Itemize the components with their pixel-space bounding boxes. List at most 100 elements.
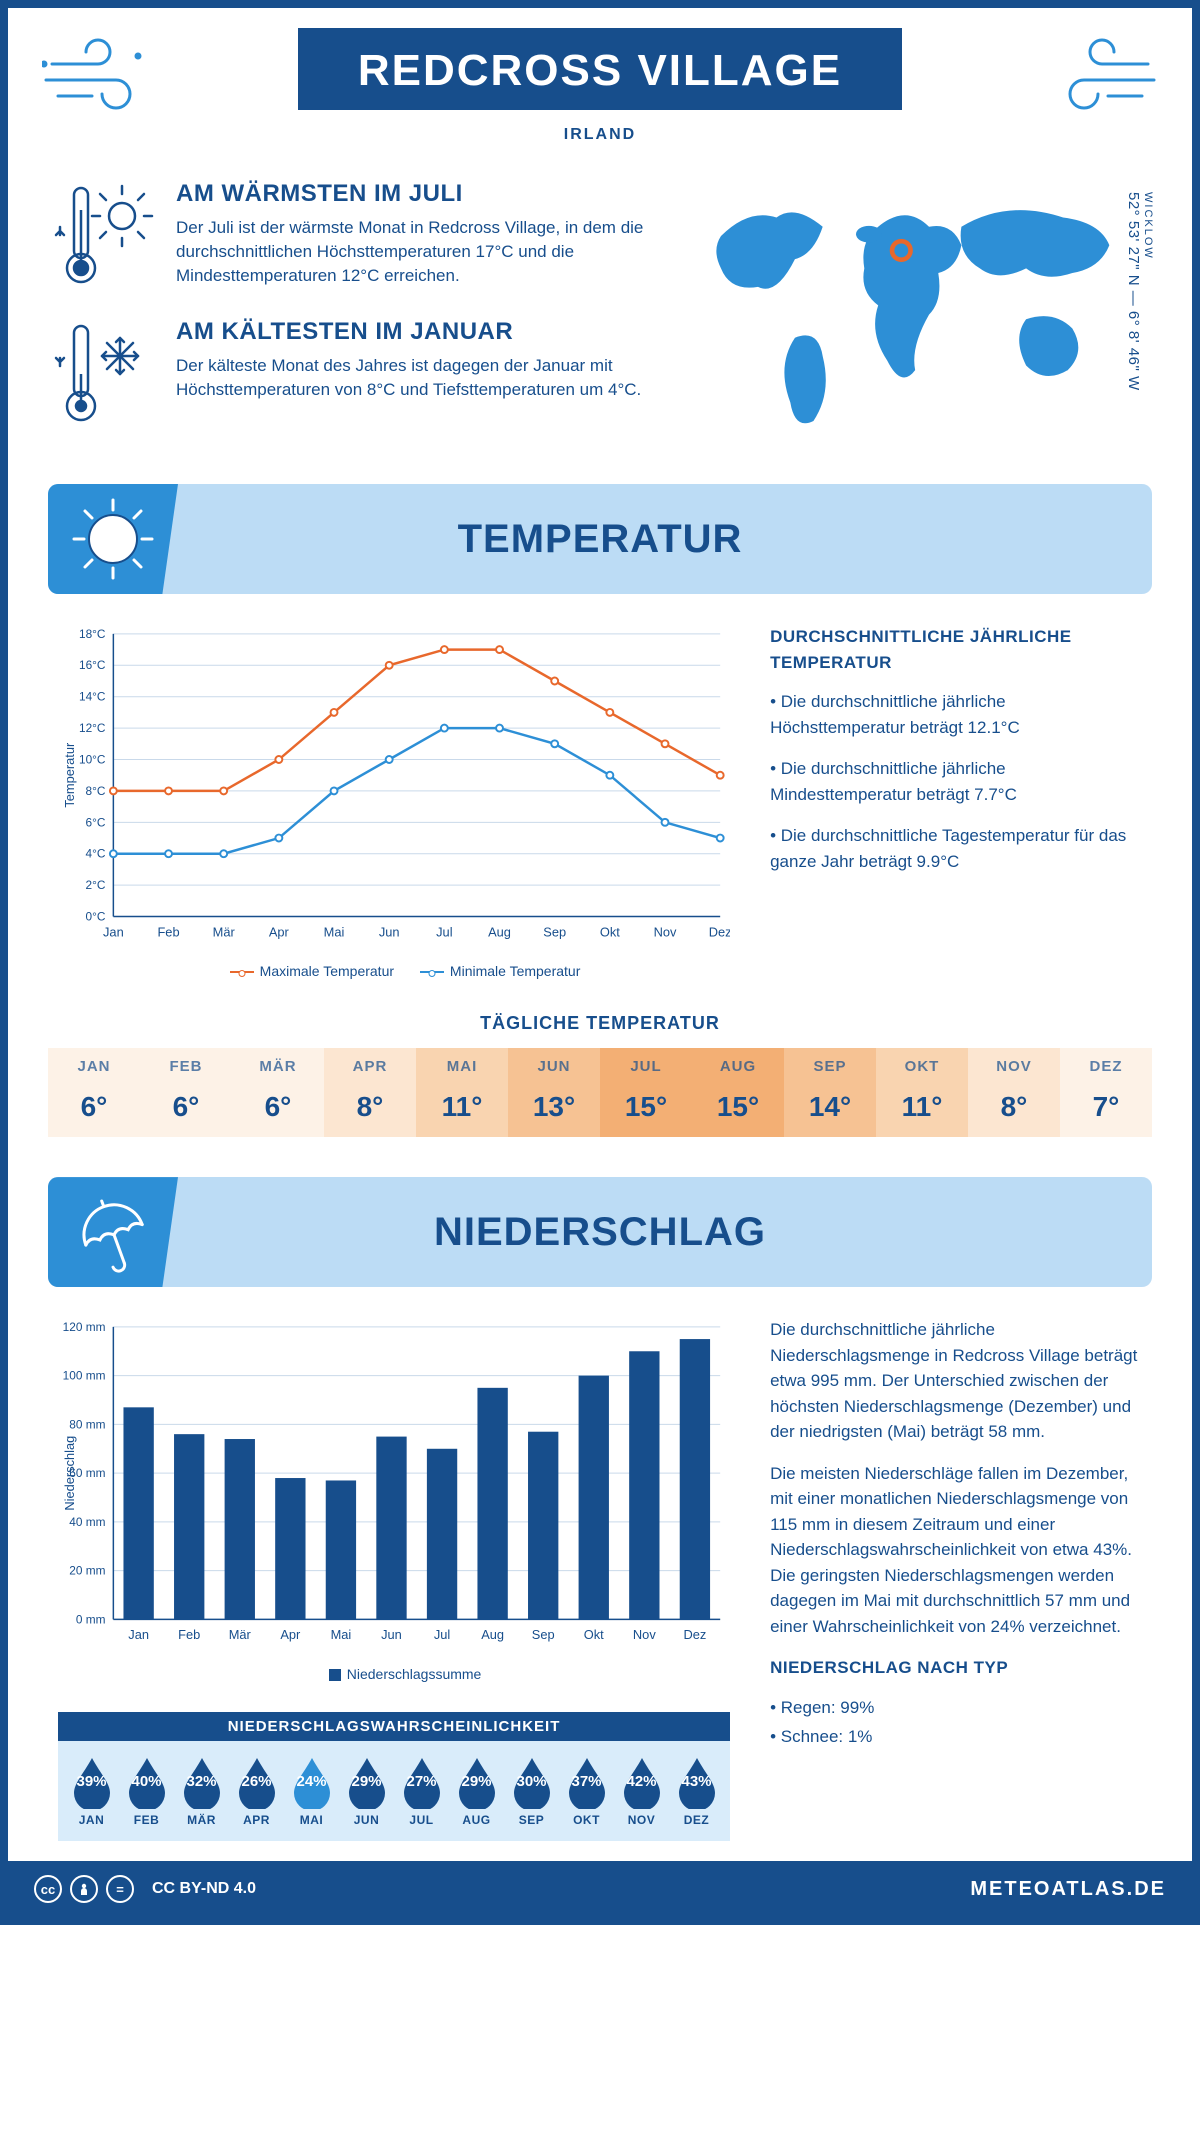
probability-cell: 29% JUN: [339, 1755, 394, 1827]
daily-temp-cell: MÄR6°: [232, 1048, 324, 1137]
thermometer-snow-icon: [54, 318, 154, 428]
fact-cold-title: AM KÄLTESTEN IM JANUAR: [176, 318, 644, 346]
infographic-frame: REDCROSS VILLAGE IRLAND: [0, 0, 1200, 1925]
svg-text:8°C: 8°C: [86, 784, 106, 798]
svg-text:20 mm: 20 mm: [69, 1564, 105, 1578]
svg-text:Okt: Okt: [584, 1627, 604, 1642]
probability-cell: 30% SEP: [504, 1755, 559, 1827]
svg-text:Mai: Mai: [324, 924, 345, 939]
precip-content: 0 mm20 mm40 mm60 mm80 mm100 mm120 mmJanF…: [8, 1317, 1192, 1861]
svg-text:Feb: Feb: [157, 924, 179, 939]
site-brand: METEOATLAS.DE: [970, 1878, 1166, 1901]
fact-coldest: AM KÄLTESTEN IM JANUAR Der kälteste Mona…: [54, 318, 644, 428]
svg-text:40 mm: 40 mm: [69, 1515, 105, 1529]
svg-text:Jun: Jun: [381, 1627, 402, 1642]
raindrop-icon: 26%: [235, 1755, 279, 1809]
license-badges: cc = CC BY-ND 4.0: [34, 1875, 256, 1903]
raindrop-icon: 32%: [180, 1755, 224, 1809]
svg-text:Temperatur: Temperatur: [62, 742, 77, 808]
svg-text:Mai: Mai: [331, 1627, 352, 1642]
country-label: IRLAND: [8, 126, 1192, 144]
fact-cold-body: Der kälteste Monat des Jahres ist dagege…: [176, 354, 644, 402]
svg-text:Mär: Mär: [213, 924, 236, 939]
umbrella-icon: [48, 1177, 178, 1287]
raindrop-icon: 29%: [345, 1755, 389, 1809]
svg-text:10°C: 10°C: [79, 752, 106, 766]
probability-cell: 39% JAN: [64, 1755, 119, 1827]
probability-cell: 32% MÄR: [174, 1755, 229, 1827]
raindrop-icon: 24%: [290, 1755, 334, 1809]
svg-text:Feb: Feb: [178, 1627, 200, 1642]
temperature-line-chart: 2°C4°C6°C8°C10°C12°C14°C16°C18°C0°CJanFe…: [58, 624, 730, 950]
svg-text:Aug: Aug: [481, 1627, 504, 1642]
svg-text:18°C: 18°C: [79, 627, 106, 641]
daily-temp-cell: JUL15°: [600, 1048, 692, 1137]
raindrop-icon: 43%: [675, 1755, 719, 1809]
svg-text:Dez: Dez: [683, 1627, 706, 1642]
raindrop-icon: 27%: [400, 1755, 444, 1809]
daily-temp-cell: MAI11°: [416, 1048, 508, 1137]
header: REDCROSS VILLAGE IRLAND: [8, 8, 1192, 154]
cc-icon: cc: [34, 1875, 62, 1903]
svg-text:14°C: 14°C: [79, 690, 106, 704]
page-title: REDCROSS VILLAGE: [298, 28, 902, 110]
raindrop-icon: 40%: [125, 1755, 169, 1809]
top-row: AM WÄRMSTEN IM JULI Der Juli ist der wär…: [8, 154, 1192, 466]
raindrop-icon: 37%: [565, 1755, 609, 1809]
section-precip: NIEDERSCHLAG: [48, 1177, 1152, 1287]
probability-cell: 24% MAI: [284, 1755, 339, 1827]
probability-cell: 29% AUG: [449, 1755, 504, 1827]
raindrop-icon: 29%: [455, 1755, 499, 1809]
fact-warm-body: Der Juli ist der wärmste Monat in Redcro…: [176, 216, 644, 287]
svg-text:Dez: Dez: [709, 924, 730, 939]
temperature-content: 2°C4°C6°C8°C10°C12°C14°C16°C18°C0°CJanFe…: [8, 624, 1192, 999]
wind-icon: [42, 36, 152, 121]
probability-strip: NIEDERSCHLAGSWAHRSCHEINLICHKEIT 39% JAN …: [58, 1712, 730, 1841]
svg-text:Apr: Apr: [280, 1627, 301, 1642]
probability-cell: 37% OKT: [559, 1755, 614, 1827]
probability-cell: 40% FEB: [119, 1755, 174, 1827]
daily-temp-heading: TÄGLICHE TEMPERATUR: [8, 1013, 1192, 1034]
precip-type: • Regen: 99%: [770, 1695, 1142, 1721]
precip-summary: Die durchschnittliche jährliche Niedersc…: [770, 1317, 1142, 1841]
raindrop-icon: 30%: [510, 1755, 554, 1809]
sun-icon: [48, 484, 178, 594]
temp-bullet: • Die durchschnittliche Tagestemperatur …: [770, 823, 1142, 874]
probability-cell: 27% JUL: [394, 1755, 449, 1827]
svg-text:16°C: 16°C: [79, 658, 106, 672]
svg-text:100 mm: 100 mm: [63, 1369, 106, 1383]
probability-cell: 26% APR: [229, 1755, 284, 1827]
svg-text:6°C: 6°C: [86, 815, 106, 829]
fact-warm-title: AM WÄRMSTEN IM JULI: [176, 180, 644, 208]
daily-temp-table: JAN6°FEB6°MÄR6°APR8°MAI11°JUN13°JUL15°AU…: [48, 1048, 1152, 1137]
svg-text:Jan: Jan: [103, 924, 124, 939]
temp-bullet: • Die durchschnittliche jährliche Mindes…: [770, 756, 1142, 807]
svg-text:Sep: Sep: [532, 1627, 555, 1642]
coordinates: WICKLOW 52° 53' 27" N — 6° 8' 46" W: [1125, 192, 1154, 391]
precip-bar-chart: 0 mm20 mm40 mm60 mm80 mm100 mm120 mmJanF…: [58, 1317, 730, 1653]
wind-icon: [1048, 36, 1158, 121]
daily-temp-cell: AUG15°: [692, 1048, 784, 1137]
raindrop-icon: 42%: [620, 1755, 664, 1809]
temp-legend: Maximale Temperatur Minimale Temperatur: [58, 963, 730, 979]
precip-legend: Niederschlagssumme: [58, 1666, 730, 1682]
svg-text:Nov: Nov: [654, 924, 677, 939]
svg-text:4°C: 4°C: [86, 847, 106, 861]
svg-text:120 mm: 120 mm: [63, 1320, 106, 1334]
daily-temp-cell: NOV8°: [968, 1048, 1060, 1137]
daily-temp-cell: FEB6°: [140, 1048, 232, 1137]
svg-text:Okt: Okt: [600, 924, 620, 939]
temperature-summary: DURCHSCHNITTLICHE JÄHRLICHE TEMPERATUR •…: [770, 624, 1142, 979]
svg-text:Apr: Apr: [269, 924, 290, 939]
daily-temp-cell: OKT11°: [876, 1048, 968, 1137]
temp-bullet: • Die durchschnittliche jährliche Höchst…: [770, 689, 1142, 740]
svg-text:Jul: Jul: [436, 924, 452, 939]
daily-temp-cell: JUN13°: [508, 1048, 600, 1137]
probability-cell: 43% DEZ: [669, 1755, 724, 1827]
footer: cc = CC BY-ND 4.0 METEOATLAS.DE: [8, 1861, 1192, 1917]
precip-type: • Schnee: 1%: [770, 1724, 1142, 1750]
probability-cell: 42% NOV: [614, 1755, 669, 1827]
svg-text:80 mm: 80 mm: [69, 1417, 105, 1431]
svg-text:0 mm: 0 mm: [76, 1613, 106, 1627]
svg-text:Nov: Nov: [633, 1627, 656, 1642]
